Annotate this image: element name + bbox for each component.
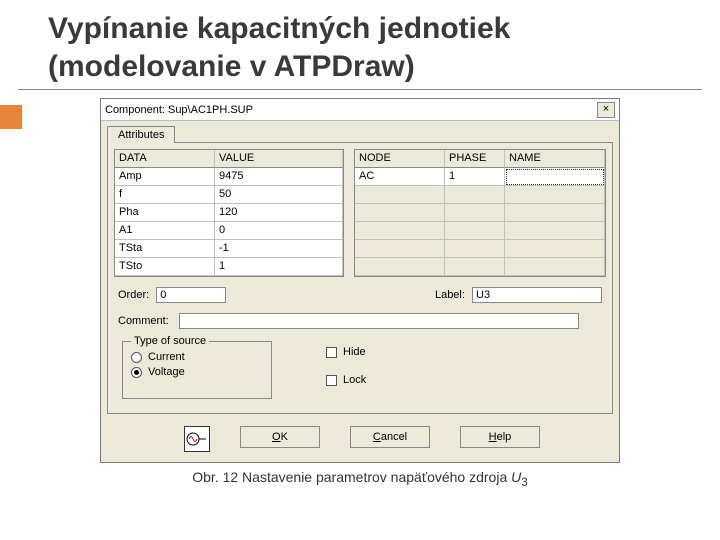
- component-icon: [180, 426, 210, 452]
- tab-body: DATA VALUE Amp9475 f50 Pha120 A10 TSta-1…: [107, 142, 613, 414]
- col-phase: PHASE: [445, 150, 505, 168]
- close-icon: ×: [603, 103, 609, 115]
- data-grid: DATA VALUE Amp9475 f50 Pha120 A10 TSta-1…: [114, 149, 344, 277]
- table-row[interactable]: TSta-1: [115, 240, 343, 258]
- slide-title: Vypínanie kapacitných jednotiek (modelov…: [18, 0, 702, 90]
- col-value: VALUE: [215, 150, 343, 168]
- radio-current[interactable]: Current: [131, 351, 263, 363]
- radio-voltage[interactable]: Voltage: [131, 366, 263, 378]
- table-row[interactable]: A10: [115, 222, 343, 240]
- checkbox-group: Hide Lock: [286, 337, 602, 403]
- order-label: Order:: [118, 289, 149, 301]
- figure-caption: Obr. 12 Nastavenie parametrov napäťového…: [0, 469, 720, 489]
- tab-attributes[interactable]: Attributes: [107, 126, 175, 143]
- table-row[interactable]: Amp9475: [115, 168, 343, 186]
- col-data: DATA: [115, 150, 215, 168]
- table-row[interactable]: TSto1: [115, 258, 343, 276]
- data-grid-header: DATA VALUE: [115, 150, 343, 168]
- checkbox-icon: [326, 375, 337, 386]
- component-dialog: Component: Sup\AC1PH.SUP × Attributes DA…: [100, 98, 620, 463]
- label-input[interactable]: [472, 287, 602, 303]
- name-field[interactable]: [505, 168, 605, 186]
- type-of-source-group: Type of source Current Voltage: [122, 341, 272, 399]
- accent-bar: [0, 105, 22, 129]
- button-bar: OK Cancel Help: [101, 420, 619, 462]
- table-row[interactable]: f50: [115, 186, 343, 204]
- close-button[interactable]: ×: [597, 102, 615, 118]
- label-field-group: Label:: [435, 287, 602, 303]
- help-button[interactable]: Help: [460, 426, 540, 448]
- checkbox-icon: [326, 347, 337, 358]
- dialog-title: Component: Sup\AC1PH.SUP: [105, 104, 253, 116]
- comment-label: Comment:: [118, 315, 169, 327]
- cancel-button[interactable]: Cancel: [350, 426, 430, 448]
- node-grid-header: NODE PHASE NAME: [355, 150, 605, 168]
- titlebar: Component: Sup\AC1PH.SUP ×: [101, 99, 619, 121]
- hide-checkbox[interactable]: Hide: [326, 346, 366, 358]
- type-of-source-legend: Type of source: [131, 335, 209, 347]
- order-input[interactable]: [156, 287, 226, 303]
- ok-button[interactable]: OK: [240, 426, 320, 448]
- radio-icon: [131, 352, 142, 363]
- col-name: NAME: [505, 150, 605, 168]
- radio-icon: [131, 367, 142, 378]
- ac-source-icon: [184, 426, 210, 452]
- col-node: NODE: [355, 150, 445, 168]
- tabs: Attributes: [101, 121, 619, 142]
- label-label: Label:: [435, 289, 465, 301]
- lock-checkbox[interactable]: Lock: [326, 374, 366, 386]
- table-row[interactable]: AC 1: [355, 168, 605, 186]
- node-grid: NODE PHASE NAME AC 1: [354, 149, 606, 277]
- table-row[interactable]: Pha120: [115, 204, 343, 222]
- comment-input[interactable]: [179, 313, 579, 329]
- order-field-group: Order:: [118, 287, 226, 303]
